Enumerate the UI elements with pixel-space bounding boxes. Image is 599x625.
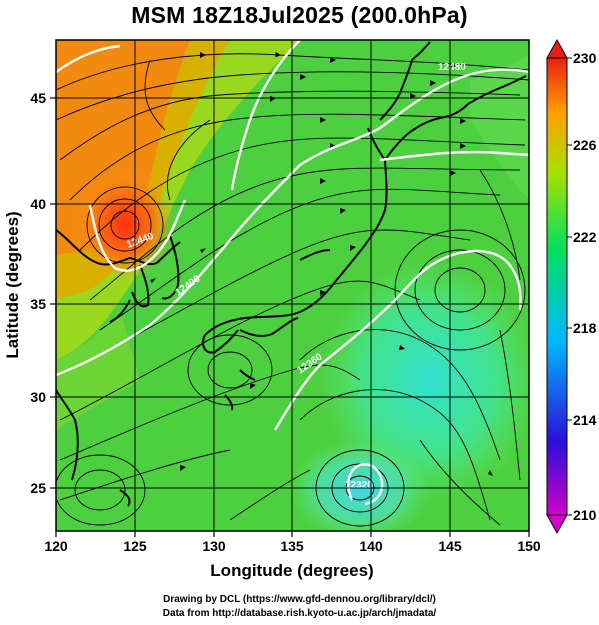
y-tick-label: 40 [30, 196, 46, 212]
x-tick-label: 145 [438, 538, 462, 554]
colorbar-label: 222 [573, 229, 597, 245]
colorbar: 230 226 222 218 214 210 [546, 38, 597, 535]
y-tick-label: 35 [30, 296, 46, 312]
x-tick-label: 140 [359, 538, 383, 554]
svg-text:12320: 12320 [345, 480, 373, 491]
coastlines [56, 41, 527, 507]
colorbar-label: 210 [573, 507, 597, 523]
axis-ticks [50, 97, 530, 537]
colorbar-label: 226 [573, 137, 597, 153]
streamlines [56, 52, 529, 527]
colorbar-top-arrow [546, 38, 568, 59]
y-tick-label: 30 [30, 389, 46, 405]
y-tick-labels: 25 30 35 40 45 [30, 90, 46, 496]
credit-data-source: Data from http://database.rish.kyoto-u.a… [162, 608, 437, 619]
x-axis-title: Longitude (degrees) [210, 561, 373, 580]
colorbar-label: 218 [573, 320, 597, 336]
map-gridlines [56, 40, 529, 531]
x-tick-label: 130 [202, 538, 226, 554]
x-tick-label: 125 [123, 538, 147, 554]
svg-text:12480: 12480 [438, 62, 466, 73]
page-title: MSM 18Z18Jul2025 (200.0hPa) [131, 2, 468, 28]
streamline-arrows [150, 52, 493, 476]
x-tick-label: 135 [280, 538, 304, 554]
credit-drawing: Drawing by DCL (https://www.gfd-dennou.o… [163, 594, 436, 605]
colorbar-bottom-arrow [546, 514, 568, 535]
colorbar-label: 230 [573, 50, 597, 66]
y-tick-label: 25 [30, 480, 46, 496]
colorbar-ramp [546, 57, 568, 516]
y-axis-title: Latitude (degrees) [3, 211, 22, 358]
y-tick-label: 45 [30, 90, 46, 106]
colorbar-label: 214 [573, 412, 597, 428]
x-tick-labels: 120 125 130 135 140 145 150 [44, 538, 541, 554]
x-tick-label: 120 [44, 538, 68, 554]
x-tick-label: 150 [517, 538, 541, 554]
